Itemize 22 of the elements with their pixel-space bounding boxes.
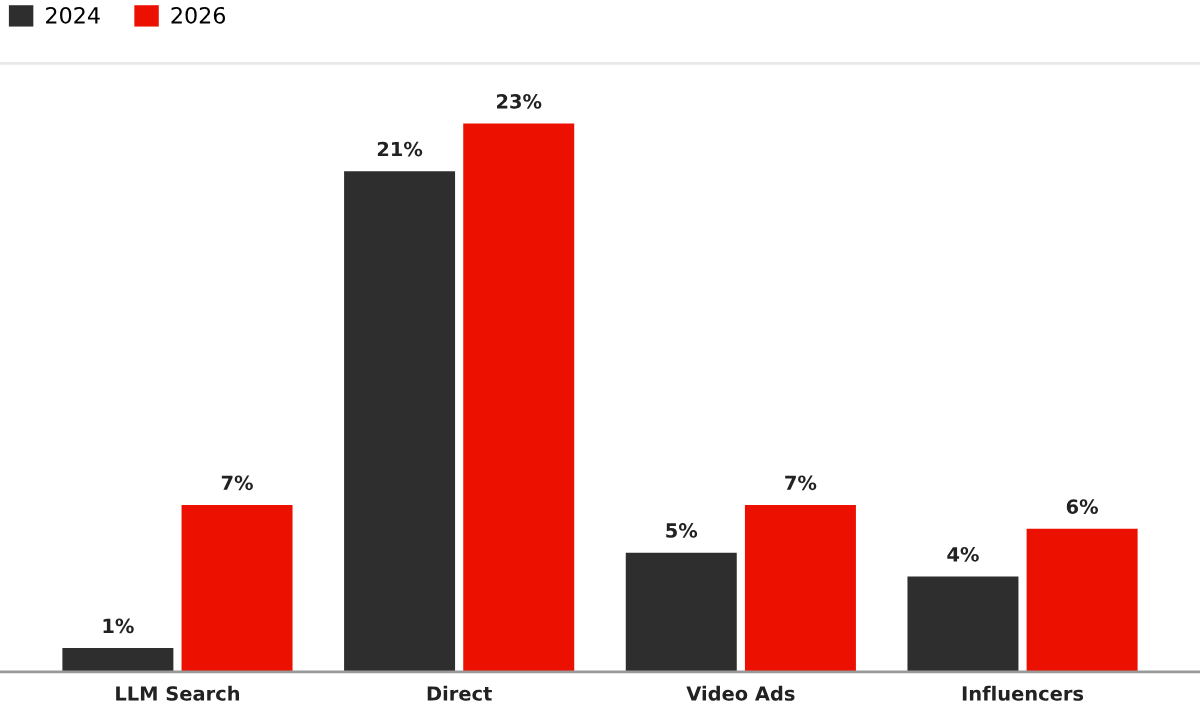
bar [181, 505, 293, 672]
bar [62, 648, 174, 672]
data-label: 6% [1066, 499, 1098, 514]
bar [744, 505, 856, 672]
data-label: 1% [103, 618, 134, 634]
data-label: 23% [497, 94, 542, 109]
bar [907, 576, 1019, 672]
x-tick-label: Influencers [962, 685, 1084, 701]
bar [463, 123, 575, 672]
bar [625, 552, 737, 672]
data-label: 21% [377, 141, 423, 157]
data-label: 5% [666, 523, 698, 538]
legend-label: 2024 [46, 6, 100, 24]
legend-label: 2026 [171, 6, 226, 24]
data-label: 7% [785, 475, 817, 491]
bar [1026, 528, 1138, 672]
x-tick-label: Video Ads [686, 685, 795, 701]
x-tick-label: Direct [427, 685, 492, 701]
data-label: 7% [221, 475, 253, 491]
bar [344, 171, 456, 672]
data-label: 4% [947, 546, 979, 562]
x-tick-label: LLM Search [116, 685, 240, 701]
